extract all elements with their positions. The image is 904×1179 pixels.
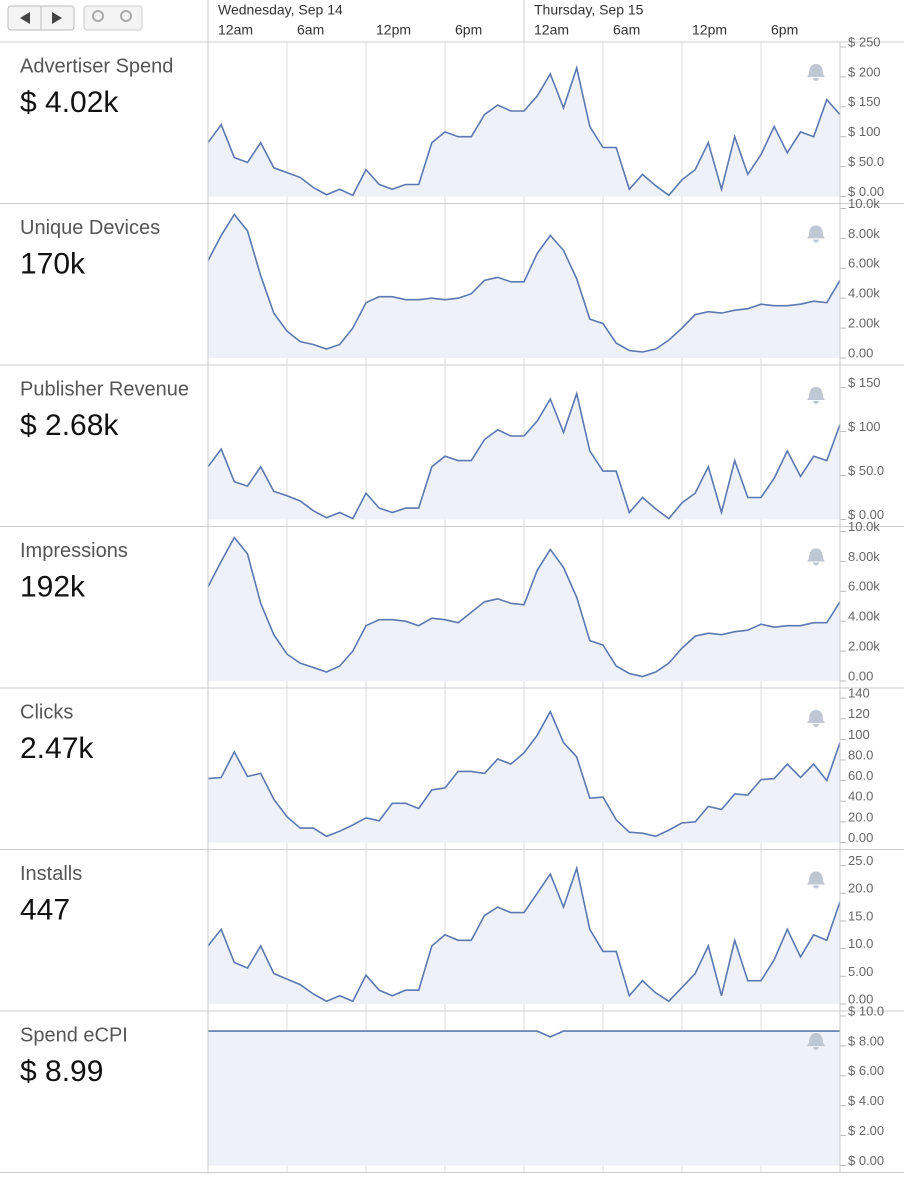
y-tick-label: 25.0	[848, 853, 873, 868]
y-tick-label: $ 8.00	[848, 1033, 884, 1048]
metric-title: Clicks	[20, 701, 73, 723]
metric-total: 447	[20, 893, 70, 926]
y-tick-label: 6.00k	[848, 256, 880, 271]
zoom-in-icon[interactable]	[92, 10, 104, 22]
y-tick-label: 80.0	[848, 747, 873, 762]
y-tick-label: 8.00k	[848, 226, 880, 241]
area-fill	[208, 214, 840, 358]
y-tick-label: $ 100	[848, 124, 881, 139]
y-tick-label: $ 200	[848, 64, 881, 79]
y-tick-label: 8.00k	[848, 549, 880, 564]
y-tick-label: 5.00	[848, 964, 873, 979]
metric-title: Spend eCPI	[20, 1024, 128, 1046]
metric-title: Unique Devices	[20, 217, 160, 239]
y-tick-label: $ 0.00	[848, 1153, 884, 1168]
y-tick-label: $ 150	[848, 375, 881, 390]
day-label: Wednesday, Sep 14	[218, 2, 343, 18]
y-tick-label: $ 4.00	[848, 1093, 884, 1108]
series-line	[207, 390, 841, 520]
x-tick-label: 12am	[534, 22, 569, 38]
y-tick-label: $ 50.0	[848, 154, 884, 169]
y-tick-label: $ 0.00	[848, 184, 884, 199]
y-tick-label: $ 150	[848, 94, 881, 109]
y-tick-label: 6.00k	[848, 579, 880, 594]
metric-total: $ 8.99	[20, 1055, 103, 1088]
y-tick-label: 140	[848, 686, 870, 701]
metric-total: $ 4.02k	[20, 86, 119, 119]
area-fill	[208, 393, 840, 520]
y-tick-label: 20.0	[848, 809, 873, 824]
y-tick-label: 60.0	[848, 768, 873, 783]
series-line	[207, 213, 841, 353]
metric-total: $ 2.68k	[20, 409, 119, 442]
alert-bell[interactable]	[807, 225, 825, 243]
metric-title: Impressions	[20, 540, 128, 562]
metric-title: Installs	[20, 863, 82, 885]
y-tick-label: $ 50.0	[848, 463, 884, 478]
zoom-out-icon[interactable]	[120, 10, 132, 22]
y-tick-label: 2.00k	[848, 639, 880, 654]
x-tick-label: 6pm	[455, 22, 482, 38]
x-tick-label: 12pm	[692, 22, 727, 38]
y-tick-label: $ 10.0	[848, 1003, 884, 1018]
metric-total: 2.47k	[20, 732, 94, 765]
y-tick-label: $ 6.00	[848, 1063, 884, 1078]
y-tick-label: 10.0	[848, 936, 873, 951]
x-tick-label: 6am	[297, 22, 324, 38]
x-tick-label: 12am	[218, 22, 253, 38]
series-line	[208, 1030, 840, 1038]
alert-bell[interactable]	[807, 710, 825, 727]
toolbar	[7, 5, 143, 31]
y-tick-label: $ 100	[848, 419, 881, 434]
metric-title: Advertiser Spend	[20, 55, 173, 77]
y-tick-label: 10.0k	[848, 196, 880, 211]
series-line	[207, 865, 841, 1003]
y-tick-label: 120	[848, 706, 870, 721]
alert-bell[interactable]	[807, 548, 825, 566]
alert-bell[interactable]	[807, 871, 825, 889]
area-fill	[208, 537, 840, 681]
y-tick-label: 15.0	[848, 908, 873, 923]
y-tick-label: 100	[848, 727, 870, 742]
series-line	[207, 536, 841, 678]
x-tick-label: 6am	[613, 22, 640, 38]
y-tick-label: 10.0k	[848, 519, 880, 534]
day-label: Thursday, Sep 15	[534, 2, 644, 18]
y-tick-label: 0.00	[848, 991, 873, 1006]
prev-icon[interactable]	[20, 12, 30, 24]
metric-total: 192k	[20, 570, 86, 603]
y-tick-label: 2.00k	[848, 316, 880, 331]
alert-bell[interactable]	[807, 387, 825, 404]
area-fill	[208, 868, 840, 1004]
y-tick-label: 0.00	[848, 830, 873, 845]
metric-total: 170k	[20, 247, 86, 280]
alert-bell[interactable]	[807, 1033, 825, 1050]
y-tick-label: 4.00k	[848, 286, 880, 301]
y-tick-label: 4.00k	[848, 609, 880, 624]
y-tick-label: $ 2.00	[848, 1123, 884, 1138]
y-tick-label: $ 0.00	[848, 507, 884, 522]
x-tick-label: 6pm	[771, 22, 798, 38]
area-fill	[208, 711, 840, 843]
y-tick-label: 0.00	[848, 668, 873, 683]
y-tick-label: 0.00	[848, 345, 873, 360]
y-tick-label: $ 250	[848, 34, 881, 49]
metric-title: Publisher Revenue	[20, 378, 189, 400]
alert-bell[interactable]	[807, 64, 825, 81]
series-line	[207, 64, 841, 197]
x-tick-label: 12pm	[376, 22, 411, 38]
series-line	[207, 709, 841, 838]
next-icon[interactable]	[52, 12, 62, 24]
y-tick-label: 40.0	[848, 789, 873, 804]
y-tick-label: 20.0	[848, 881, 873, 896]
area-fill	[208, 1031, 840, 1166]
area-fill	[208, 67, 840, 197]
